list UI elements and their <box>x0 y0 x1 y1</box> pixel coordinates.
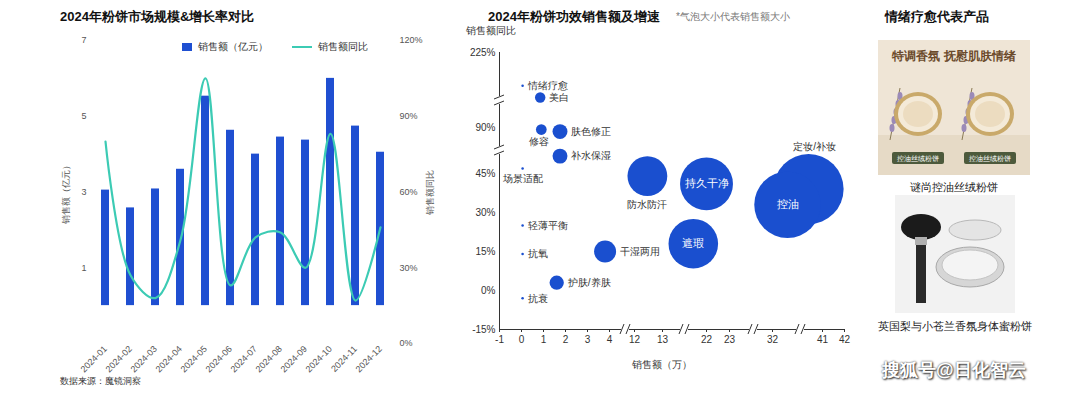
svg-text:23: 23 <box>724 334 736 345</box>
svg-text:45%: 45% <box>475 168 495 179</box>
svg-text:防水防汗: 防水防汗 <box>627 199 667 210</box>
svg-text:1: 1 <box>541 334 547 345</box>
html-text:数据来源：魔镜洞察: 数据来源：魔镜洞察 <box>60 376 141 386</box>
svg-text:2: 2 <box>563 334 569 345</box>
svg-text:控油: 控油 <box>777 198 799 210</box>
svg-text:1: 1 <box>81 263 86 273</box>
svg-text:定妆/补妆: 定妆/补妆 <box>793 141 836 152</box>
svg-text:场景适配: 场景适配 <box>502 173 543 184</box>
svg-text:60%: 60% <box>400 187 418 197</box>
svg-text:30%: 30% <box>400 263 418 273</box>
svg-text:13: 13 <box>657 334 669 345</box>
svg-text:0: 0 <box>519 334 525 345</box>
html-text:销售额（万）: 销售额（万） <box>632 359 692 370</box>
svg-text:41: 41 <box>817 334 829 345</box>
svg-text:2024-08: 2024-08 <box>254 344 284 374</box>
svg-text:情绪疗愈: 情绪疗愈 <box>527 80 568 91</box>
svg-text:干湿两用: 干湿两用 <box>620 246 660 257</box>
svg-text:2024-07: 2024-07 <box>229 344 259 374</box>
svg-text:销售额同比: 销售额同比 <box>425 170 435 216</box>
svg-text:5: 5 <box>81 111 86 121</box>
svg-text:修容: 修容 <box>529 136 549 147</box>
svg-text:0%: 0% <box>400 338 413 348</box>
svg-text:2024-04: 2024-04 <box>154 344 184 374</box>
svg-text:2024-02: 2024-02 <box>104 344 134 374</box>
svg-text:120%: 120% <box>400 35 423 45</box>
svg-text:15%: 15% <box>475 246 495 257</box>
html-text:情绪疗愈代表产品: 情绪疗愈代表产品 <box>885 9 989 24</box>
html-text:搜狐号@日化智云: 搜狐号@日化智云 <box>882 360 1026 380</box>
html-text:销售额同比: 销售额同比 <box>318 41 368 52</box>
svg-text:抗氧: 抗氧 <box>528 248 548 259</box>
svg-text:2024-03: 2024-03 <box>129 344 159 374</box>
html-text:*气泡大小代表销售额大小: *气泡大小代表销售额大小 <box>676 11 790 22</box>
svg-text:补水保湿: 补水保湿 <box>571 150 611 161</box>
svg-text:2024-11: 2024-11 <box>329 344 359 374</box>
svg-text:遮瑕: 遮瑕 <box>682 237 704 249</box>
svg-text:-15%: -15% <box>472 324 495 335</box>
svg-text:7: 7 <box>81 35 86 45</box>
svg-text:0%: 0% <box>481 285 496 296</box>
svg-text:42: 42 <box>839 334 851 345</box>
svg-text:护肤/养肤: 护肤/养肤 <box>567 277 611 288</box>
svg-text:2024-05: 2024-05 <box>179 344 209 374</box>
svg-text:30%: 30% <box>475 207 495 218</box>
html-text:谜尚控油丝绒粉饼: 谜尚控油丝绒粉饼 <box>910 181 998 193</box>
svg-text:2024-12: 2024-12 <box>354 344 384 374</box>
svg-text:2024-06: 2024-06 <box>204 344 234 374</box>
svg-text:90%: 90% <box>400 111 418 121</box>
svg-text:4: 4 <box>607 334 613 345</box>
svg-text:22: 22 <box>701 334 713 345</box>
svg-text:抗衰: 抗衰 <box>528 293 548 304</box>
html-text:2024年粉饼市场规模&增长率对比: 2024年粉饼市场规模&增长率对比 <box>60 9 255 24</box>
svg-text:特调香氛 抚慰肌肤情绪: 特调香氛 抚慰肌肤情绪 <box>891 49 1015 63</box>
svg-text:225%: 225% <box>470 47 496 58</box>
html-text:销售额同比: 销售额同比 <box>466 25 516 36</box>
svg-text:3: 3 <box>81 187 86 197</box>
svg-text:90%: 90% <box>475 122 495 133</box>
svg-text:-1: -1 <box>495 334 504 345</box>
svg-text:控油丝绒粉饼: 控油丝绒粉饼 <box>897 155 939 162</box>
svg-text:2024-01: 2024-01 <box>79 344 109 374</box>
svg-text:2024-09: 2024-09 <box>279 344 309 374</box>
html-text:2024年粉饼功效销售额及增速: 2024年粉饼功效销售额及增速 <box>488 9 660 24</box>
svg-text:持久干净: 持久干净 <box>685 177 729 189</box>
html-text:销售额（亿元）: 销售额（亿元） <box>198 41 268 52</box>
svg-text:12: 12 <box>629 334 641 345</box>
svg-text:32: 32 <box>767 334 779 345</box>
svg-text:销售额（亿元）: 销售额（亿元） <box>61 161 71 225</box>
svg-text:控油丝绒粉饼: 控油丝绒粉饼 <box>969 155 1011 162</box>
svg-text:轻薄平衡: 轻薄平衡 <box>528 220 568 231</box>
svg-text:3: 3 <box>585 334 591 345</box>
svg-text:美白: 美白 <box>549 92 569 103</box>
svg-text:2024-10: 2024-10 <box>304 344 334 374</box>
html-text:英国梨与小苍兰香氛身体蜜粉饼: 英国梨与小苍兰香氛身体蜜粉饼 <box>878 320 1032 332</box>
svg-text:肤色修正: 肤色修正 <box>571 126 611 137</box>
